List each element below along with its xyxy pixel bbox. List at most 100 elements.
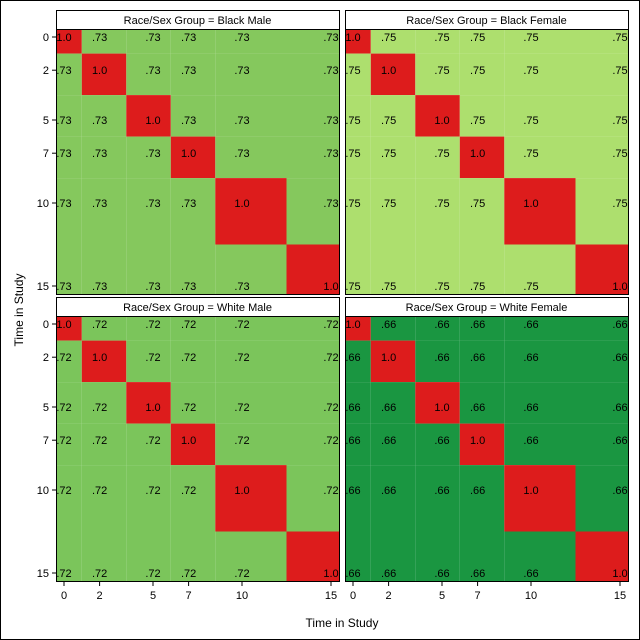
y-tick-label: 5 [43,402,49,414]
offdiag-cell [415,531,460,581]
diagonal-cell [575,531,628,581]
offdiag-cell [575,30,628,54]
correlation-value-label: .75 [612,198,627,210]
offdiag-cell [81,382,127,424]
offdiag-cell [286,53,339,96]
correlation-value-label: .73 [181,32,196,44]
y-tick-label: 2 [43,65,49,77]
offdiag-cell [215,317,287,341]
diagonal-cell [81,340,127,383]
offdiag-cell [286,382,339,424]
offdiag-cell [459,317,505,341]
correlation-value-label: .75 [434,65,449,77]
diagonal-cell [504,465,576,532]
correlation-value-label: .72 [234,435,249,447]
panel-2: Race/Sex Group = Black Female 1.0 .75 .75 .7… [345,10,629,295]
x-tick-label: 15 [614,590,626,602]
offdiag-cell [81,136,127,179]
diagonal-value-label: 1.0 [523,198,538,210]
correlation-value-label: .75 [381,148,396,160]
offdiag-cell [126,340,171,383]
offdiag-cell [170,531,216,581]
correlation-value-label: .75 [523,32,538,44]
correlation-value-label: .72 [56,402,71,414]
diagonal-cell [459,423,505,466]
correlation-value-label: .72 [234,319,249,331]
offdiag-cell [215,53,287,96]
offdiag-cell [575,178,628,245]
diagonal-value-label: 1.0 [470,148,485,160]
x-tick-label: 2 [97,590,103,602]
panel-title: Race/Sex Group = White Female [406,302,568,314]
x-tick-label: 15 [325,590,337,602]
offdiag-cell [126,178,171,245]
y-tick-label: 15 [37,281,49,293]
offdiag-cell [504,317,576,341]
offdiag-cell [504,423,576,466]
offdiag-cell [504,136,576,179]
correlation-value-label: .72 [323,402,338,414]
correlation-value-label: .73 [56,115,71,127]
correlation-value-label: .72 [323,485,338,497]
offdiag-cell [170,244,216,294]
y-tick-label: 2 [43,352,49,364]
y-tick-label: 0 [43,32,49,44]
y-tick-label: 7 [43,148,49,160]
offdiag-cell [575,95,628,137]
offdiag-cell [415,30,460,54]
correlation-value-label: .66 [381,568,396,580]
offdiag-cell [459,531,505,581]
correlation-value-label: .66 [381,402,396,414]
panel-frame [345,29,629,295]
correlation-value-label: .66 [381,485,396,497]
diagonal-cell [215,178,287,245]
correlation-value-label: .75 [381,32,396,44]
correlation-value-label: .75 [523,65,538,77]
correlation-value-label: .72 [92,402,107,414]
correlation-value-label: .66 [523,568,538,580]
correlation-value-label: .66 [434,485,449,497]
offdiag-cell [346,465,371,532]
correlation-value-label: .75 [434,148,449,160]
offdiag-cell [415,423,460,466]
diagonal-value-label: 1.0 [56,319,71,331]
correlation-value-label: .66 [381,435,396,447]
correlation-value-label: .73 [323,65,338,77]
y-tick-label: 0 [43,319,49,331]
correlation-value-label: .66 [470,402,485,414]
x-tick-label: 7 [186,590,192,602]
offdiag-cell [370,178,416,245]
offdiag-cell [459,95,505,137]
correlation-value-label: .66 [470,319,485,331]
correlation-value-label: .72 [181,485,196,497]
correlation-value-label: .75 [381,115,396,127]
offdiag-cell [215,382,287,424]
offdiag-cell [170,95,216,137]
offdiag-cell [126,244,171,294]
offdiag-cell [170,340,216,383]
diagonal-value-label: 1.0 [612,281,627,293]
offdiag-cell [370,317,416,341]
correlation-value-label: .75 [470,115,485,127]
correlation-value-label: .75 [434,281,449,293]
correlation-value-label: .73 [92,281,107,293]
correlation-value-label: .75 [470,32,485,44]
correlation-value-label: .72 [56,435,71,447]
offdiag-cell [415,178,460,245]
correlation-value-label: .72 [92,319,107,331]
offdiag-cell [286,95,339,137]
offdiag-cell [346,382,371,424]
correlation-value-label: .66 [523,435,538,447]
offdiag-cell [81,531,127,581]
offdiag-cell [346,244,371,294]
correlation-value-label: .66 [434,319,449,331]
diagonal-cell [370,340,416,383]
correlation-value-label: .72 [181,352,196,364]
correlation-value-label: .75 [470,65,485,77]
correlation-value-label: .66 [345,568,360,580]
offdiag-cell [575,340,628,383]
correlation-value-label: .75 [612,65,627,77]
correlation-value-label: .73 [181,281,196,293]
correlation-value-label: .72 [181,402,196,414]
offdiag-cell [346,178,371,245]
